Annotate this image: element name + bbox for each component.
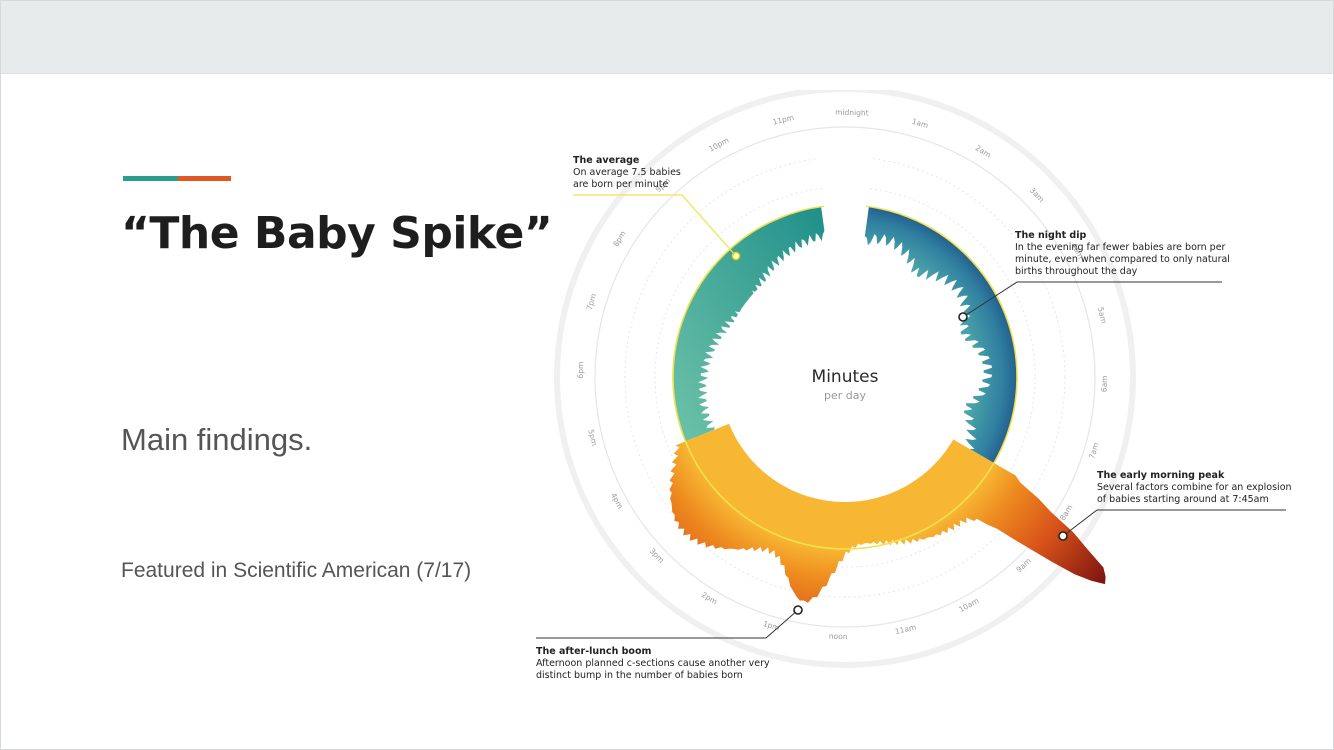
hour-ring [594,126,1096,628]
hour-label: 7am [1087,441,1100,460]
hour-label: 1am [911,117,930,130]
annotation-night-dip-text: In the evening far fewer babies are born… [1015,242,1230,277]
annotation-average-title: The average [573,155,640,166]
annotation-morning-peak: The early morning peak Several factors c… [1097,470,1292,506]
annotation-night-dip: The night dip In the evening far fewer b… [1015,230,1230,278]
grid-ring-6 [654,186,1036,568]
annotation-average-text: On average 7.5 babies are born per minut… [573,167,681,190]
hour-label: 3am [1028,186,1046,204]
slide-top-bar [0,0,1334,74]
slide-title: “The Baby Spike” [121,208,553,259]
annotation-morning-peak-title: The early morning peak [1097,470,1225,481]
hour-label: 10pm [707,135,730,153]
center-subtitle: per day [823,389,866,402]
outer-ring [554,90,1136,668]
average-leader-marker [731,251,741,261]
hour-label: 2am [974,143,993,159]
hour-label: 5pm [586,428,599,446]
annotation-after-lunch: The after-lunch boom Afternoon planned c… [536,646,770,682]
hour-label: 8pm [611,229,627,248]
annotation-night-dip-title: The night dip [1015,230,1087,241]
evening-area [673,206,825,442]
featured-note: Featured in Scientific American (7/17) [121,559,472,582]
night-dip-area [864,206,1017,463]
hour-label: noon [829,632,848,641]
center-title: Minutes [811,367,879,387]
hour-label: 2pm [700,590,719,606]
hour-label: 6am [1100,375,1109,392]
hour-label: 1pm [762,619,781,632]
after-lunch-leader-line [536,609,799,639]
hour-label: 4pm [609,491,625,510]
radial-chart-svg: midnight1am2am3am4am5am6am7am8am9am10am1… [536,90,1286,668]
hour-label: 11pm [772,113,795,127]
accent-orange-segment [178,176,231,181]
midnight-gap [815,138,875,377]
hour-label: 11am [894,622,917,636]
morning-peak-leader-marker [1058,531,1068,541]
hour-label: 8am [1058,503,1074,522]
annotation-average: The average On average 7.5 babies are bo… [573,155,681,191]
hour-label: 7pm [585,293,598,312]
accent-teal-segment [123,176,178,181]
hour-label: midnight [835,108,869,118]
annotation-morning-peak-text: Several factors combine for an explosion… [1097,482,1292,505]
slide-subtitle: Main findings. [121,422,313,457]
hour-label: 6pm [576,362,585,379]
morning-peak-leader-line [1062,509,1286,537]
annotation-after-lunch-text: Afternoon planned c-sections cause anoth… [536,658,770,681]
hour-label: 5am [1096,306,1109,324]
after-lunch-leader-marker [793,605,803,615]
night-dip-leader-marker [958,312,968,322]
night-dip-leader-line [962,281,1222,318]
chart-center-label: Minutes per day [765,367,925,402]
average-leader-line [573,194,737,257]
above-average-area [669,423,1106,603]
title-accent-bar [123,176,231,181]
baby-spike-chart: midnight 1am 2am 3am 4am 5am 6am 7am 8am 9am 10am 1… [530,90,1310,740]
annotation-after-lunch-title: The after-lunch boom [536,646,652,657]
